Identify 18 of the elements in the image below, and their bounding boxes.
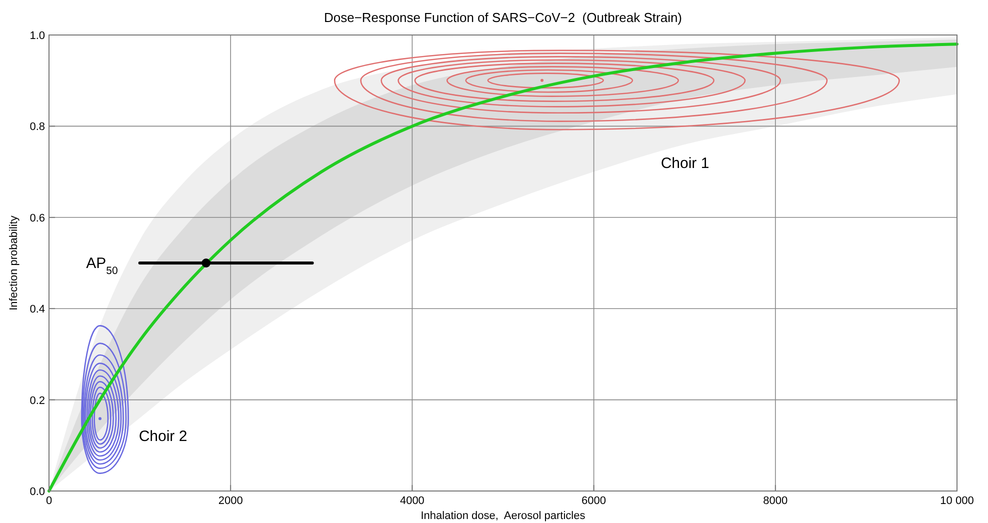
y-tick-label: 0.6 <box>30 212 45 224</box>
y-tick-label: 0.0 <box>30 486 45 498</box>
series-label: AP$_{50}$ <box>86 255 118 277</box>
y-tick-label: 0.2 <box>30 394 45 407</box>
y-tick-label: 0.4 <box>30 304 45 316</box>
annotation: Choir 2 <box>138 428 188 445</box>
annotation: Choir 1 <box>660 155 710 172</box>
x-tick-label: 0 <box>46 495 52 507</box>
x-axis-title: Inhalation dose, Aerosol particles <box>420 510 586 522</box>
x-tick-label: 2000 <box>218 495 243 507</box>
chart-title: Dose−Response Function of SARS−CoV−2 (Outbreak Strain) <box>324 10 682 25</box>
x-tick-label: 6000 <box>582 495 606 507</box>
y-tick-label: 1.0 <box>30 30 45 42</box>
x-tick-label: 8000 <box>763 495 788 507</box>
x-tick-label: 4000 <box>400 495 424 507</box>
y-tick-label: 0.8 <box>30 121 45 134</box>
x-tick-label: 10 000 <box>940 495 974 507</box>
y-axis-title: Infection probability <box>8 215 20 310</box>
